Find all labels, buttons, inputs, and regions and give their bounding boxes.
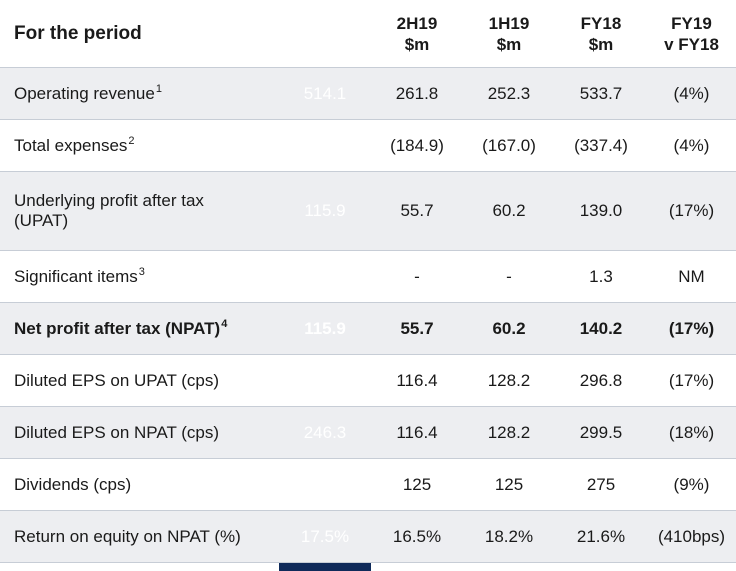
cell-fy18: 533.7 (579, 83, 623, 103)
row-label: Significant items3 (0, 251, 279, 302)
row-label-text: Underlying profit after tax (UPAT) (14, 191, 204, 230)
cell-fy18: 21.6% (576, 526, 626, 546)
cell-2h19: 125 (402, 474, 432, 494)
cell-2h19: - (414, 266, 420, 286)
cell-2h19: 55.7 (400, 318, 434, 338)
cell-fy19: (351.9) (298, 135, 352, 155)
cell-fy18: 1.3 (589, 266, 613, 286)
row-label-text: Total expenses (14, 135, 128, 155)
cell-fy18: 296.8 (579, 370, 623, 390)
cell-change: (4%) (673, 135, 710, 155)
row-label: Total expenses2 (0, 120, 279, 171)
cell-fy19: - (322, 266, 328, 286)
footnote-marker: 3 (138, 265, 145, 278)
table-row: Underlying profit after tax (UPAT) 115.9… (0, 172, 736, 251)
column-header-fy19: FY19 $m (279, 0, 371, 67)
cell-fy18: 275 (586, 474, 616, 494)
cell-change: (17%) (668, 370, 715, 390)
row-label-text: Significant items (14, 266, 138, 286)
footnote-marker: 1 (155, 82, 162, 95)
footnote-marker: 2 (128, 134, 135, 147)
cell-fy18: 139.0 (579, 201, 623, 220)
cell-2h19: 55.7 (400, 201, 434, 220)
row-label: Dividends (cps) (0, 459, 279, 510)
column-header-change: FY19 v FY18 (647, 0, 736, 67)
table-row: Diluted EPS on UPAT (cps) 246.3 116.4 12… (0, 355, 736, 407)
row-label: Return on equity on NPAT (%) (0, 511, 279, 562)
cell-2h19: 261.8 (395, 83, 439, 103)
cell-fy18: (337.4) (574, 135, 628, 155)
cell-1h19: (167.0) (482, 135, 536, 155)
cell-1h19: 128.2 (487, 370, 531, 390)
cell-1h19: 18.2% (484, 526, 534, 546)
cell-change: (9%) (673, 474, 710, 494)
cell-1h19: 252.3 (487, 83, 531, 103)
column-header-fy18: FY18 $m (555, 0, 647, 67)
table-row: Total expenses2 (351.9) (184.9) (167.0) … (0, 120, 736, 172)
cell-fy19: 115.9 (304, 201, 346, 220)
table-row: Return on equity on NPAT (%) 17.5% 16.5%… (0, 511, 736, 563)
column-header-line: v FY18 (664, 34, 719, 54)
period-label: For the period (14, 23, 142, 44)
cell-1h19: - (506, 266, 512, 286)
cell-change: (18%) (668, 422, 715, 442)
cell-fy19: 246.3 (303, 370, 347, 390)
column-header-line: $m (588, 34, 614, 54)
row-label-text: Operating revenue (14, 83, 155, 103)
column-header-line: FY19 (304, 13, 346, 33)
cell-change: (4%) (673, 83, 710, 103)
cell-2h19: 116.4 (396, 370, 438, 390)
cell-change: (17%) (668, 318, 715, 338)
row-label-text: Net profit after tax (NPAT) (14, 318, 221, 338)
cell-fy19: 514.1 (303, 83, 347, 103)
column-header-line: $m (312, 34, 338, 54)
column-header-2h19: 2H19 $m (371, 0, 463, 67)
cell-change: (410bps) (657, 526, 726, 546)
column-header-line: FY18 (580, 13, 622, 33)
footnote-marker: 4 (221, 317, 228, 330)
row-label-text: Diluted EPS on UPAT (cps) (14, 370, 220, 390)
column-header-line: $m (496, 34, 522, 54)
column-header-line: 2H19 (396, 13, 438, 33)
cell-2h19: 116.4 (396, 422, 438, 442)
cell-1h19: 60.2 (492, 318, 526, 338)
row-label-text: Diluted EPS on NPAT (cps) (14, 422, 220, 442)
cell-fy19: 246.3 (303, 422, 347, 442)
table-row: Diluted EPS on NPAT (cps) 246.3 116.4 12… (0, 407, 736, 459)
cell-2h19: 16.5% (392, 526, 442, 546)
row-label: Diluted EPS on NPAT (cps) (0, 407, 279, 458)
table-row: Net profit after tax (NPAT)4 115.9 55.7 … (0, 303, 736, 355)
column-header-line: FY19 (671, 13, 712, 33)
cell-fy18: 140.2 (579, 318, 623, 338)
cell-1h19: 60.2 (492, 201, 526, 220)
table-header-row: For the period FY19 $m 2H19 $m 1H19 $m FY18… (0, 0, 736, 68)
column-header-1h19: 1H19 $m (463, 0, 555, 67)
cell-fy19: 17.5% (300, 526, 350, 546)
cell-fy18: 299.5 (579, 422, 623, 442)
column-header-line: $m (404, 34, 430, 54)
table-row: Significant items3 - - - 1.3 NM (0, 251, 736, 303)
cell-1h19: 128.2 (487, 422, 531, 442)
cell-change: NM (678, 266, 705, 286)
row-label-text: Return on equity on NPAT (%) (14, 526, 241, 546)
table-row: Dividends (cps) 250 125 125 275 (9%) (0, 459, 736, 511)
row-label: Operating revenue1 (0, 68, 279, 119)
cell-1h19: 125 (494, 474, 524, 494)
table-row: Operating revenue1 514.1 261.8 252.3 533… (0, 68, 736, 120)
row-label-text: Dividends (cps) (14, 474, 132, 494)
column-header-line: 1H19 (488, 13, 530, 33)
row-label: Diluted EPS on UPAT (cps) (0, 355, 279, 406)
cell-fy19: 115.9 (304, 318, 346, 338)
row-label: Net profit after tax (NPAT)4 (0, 303, 279, 354)
cell-change: (17%) (668, 201, 715, 220)
cell-2h19: (184.9) (390, 135, 444, 155)
row-label: Underlying profit after tax (UPAT) (0, 172, 279, 250)
cell-fy19: 250 (310, 474, 340, 494)
